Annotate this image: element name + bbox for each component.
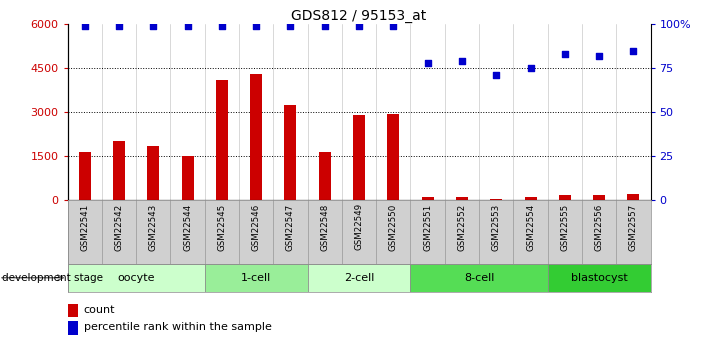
- Text: count: count: [84, 305, 115, 315]
- Bar: [68, 304, 78, 317]
- Bar: [547, 264, 651, 292]
- Bar: [559, 195, 571, 200]
- Point: [422, 60, 433, 66]
- Bar: [525, 197, 537, 200]
- Point: [491, 72, 502, 78]
- Text: 1-cell: 1-cell: [241, 273, 272, 283]
- Bar: [68, 321, 78, 335]
- Text: GSM22549: GSM22549: [355, 203, 363, 250]
- Bar: [205, 264, 308, 292]
- Title: GDS812 / 95153_at: GDS812 / 95153_at: [292, 9, 427, 23]
- Bar: [353, 115, 365, 200]
- Text: GSM22548: GSM22548: [320, 203, 329, 250]
- Text: GSM22544: GSM22544: [183, 203, 192, 250]
- Text: GSM22542: GSM22542: [114, 203, 124, 250]
- Bar: [216, 80, 228, 200]
- Bar: [113, 141, 125, 200]
- Text: GSM22552: GSM22552: [457, 203, 466, 250]
- Point: [319, 23, 331, 29]
- Bar: [68, 264, 205, 292]
- Point: [182, 23, 193, 29]
- Point: [559, 51, 570, 57]
- Bar: [181, 156, 193, 200]
- Text: GSM22554: GSM22554: [526, 203, 535, 250]
- Bar: [79, 152, 91, 200]
- Text: GSM22551: GSM22551: [423, 203, 432, 250]
- Text: GSM22545: GSM22545: [218, 203, 226, 250]
- Text: development stage: development stage: [2, 273, 103, 283]
- Text: GSM22541: GSM22541: [80, 203, 89, 250]
- Text: percentile rank within the sample: percentile rank within the sample: [84, 322, 272, 332]
- Bar: [284, 105, 296, 200]
- Text: GSM22553: GSM22553: [492, 203, 501, 250]
- Point: [113, 23, 124, 29]
- Bar: [422, 197, 434, 200]
- Text: GSM22546: GSM22546: [252, 203, 261, 250]
- Bar: [627, 194, 639, 200]
- Bar: [308, 264, 410, 292]
- Point: [456, 58, 468, 64]
- Bar: [319, 152, 331, 200]
- Point: [148, 23, 159, 29]
- Bar: [410, 264, 547, 292]
- Text: blastocyst: blastocyst: [571, 273, 628, 283]
- Text: GSM22543: GSM22543: [149, 203, 158, 250]
- Point: [387, 23, 399, 29]
- Bar: [593, 195, 605, 200]
- Bar: [456, 197, 468, 200]
- Point: [353, 23, 365, 29]
- Point: [525, 66, 536, 71]
- Text: GSM22556: GSM22556: [594, 203, 604, 250]
- Bar: [491, 199, 502, 200]
- Point: [594, 53, 605, 59]
- Point: [250, 23, 262, 29]
- Text: 2-cell: 2-cell: [344, 273, 374, 283]
- Point: [79, 23, 90, 29]
- Text: GSM22555: GSM22555: [560, 203, 570, 250]
- Bar: [147, 146, 159, 200]
- Bar: [250, 74, 262, 200]
- Text: GSM22550: GSM22550: [389, 203, 398, 250]
- Text: GSM22557: GSM22557: [629, 203, 638, 250]
- Text: oocyte: oocyte: [117, 273, 155, 283]
- Point: [628, 48, 639, 53]
- Bar: [387, 114, 400, 200]
- Text: 8-cell: 8-cell: [464, 273, 494, 283]
- Point: [285, 23, 296, 29]
- Point: [216, 23, 228, 29]
- Text: GSM22547: GSM22547: [286, 203, 295, 250]
